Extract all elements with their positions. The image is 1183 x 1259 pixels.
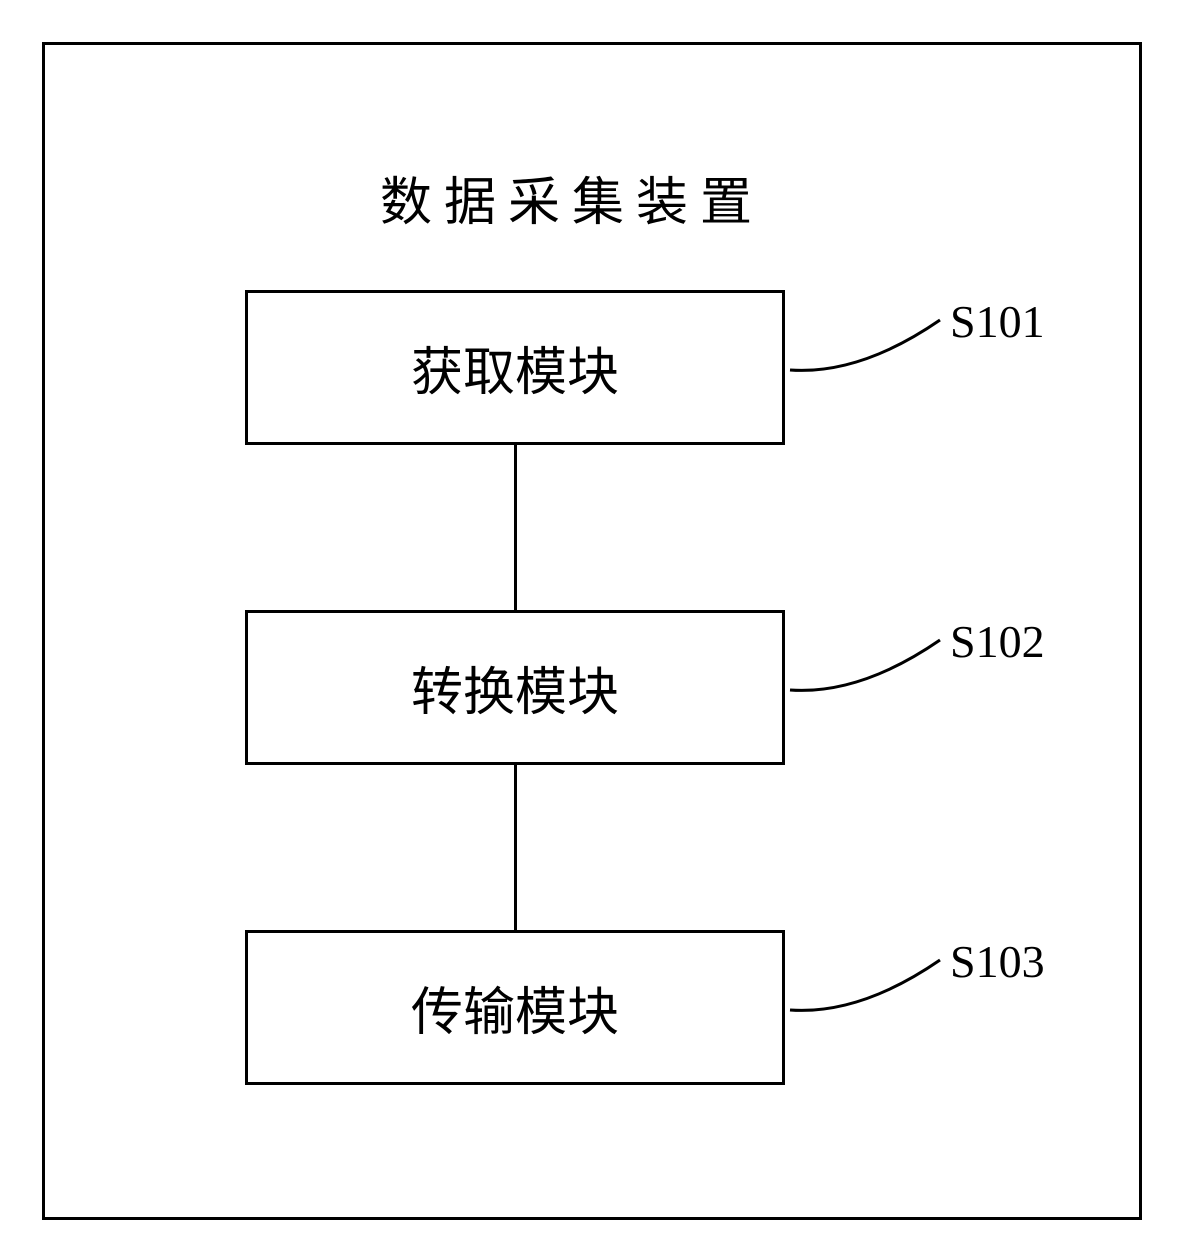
- pointer-s103: [0, 0, 1183, 1259]
- diagram-canvas: 数据采集装置 获取模块 S101 转换模块 S102 传输模块 S103: [0, 0, 1183, 1259]
